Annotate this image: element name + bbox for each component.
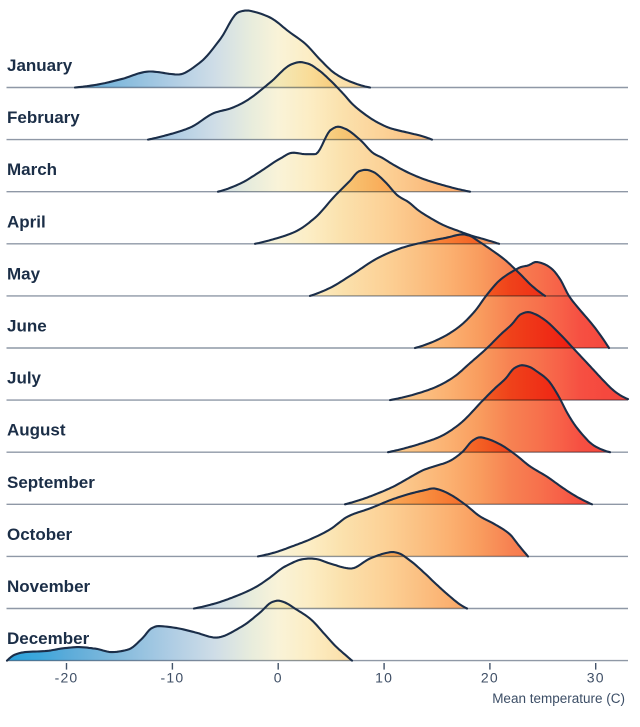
svg-text:-20: -20 xyxy=(55,670,79,686)
svg-text:October: October xyxy=(7,525,73,544)
svg-text:Mean temperature (C): Mean temperature (C) xyxy=(492,691,625,706)
svg-text:March: March xyxy=(7,160,57,179)
svg-text:December: December xyxy=(7,629,90,648)
svg-text:May: May xyxy=(7,264,41,283)
svg-text:April: April xyxy=(7,212,46,231)
svg-text:February: February xyxy=(7,108,80,127)
svg-text:-10: -10 xyxy=(160,670,184,686)
svg-text:10: 10 xyxy=(375,670,393,686)
svg-text:January: January xyxy=(7,56,73,75)
svg-text:June: June xyxy=(7,317,47,336)
svg-text:September: September xyxy=(7,473,95,492)
svg-text:August: August xyxy=(7,421,66,440)
svg-text:July: July xyxy=(7,369,42,388)
svg-text:0: 0 xyxy=(274,670,283,686)
svg-text:20: 20 xyxy=(481,670,499,686)
svg-text:30: 30 xyxy=(587,670,605,686)
svg-text:November: November xyxy=(7,577,91,596)
